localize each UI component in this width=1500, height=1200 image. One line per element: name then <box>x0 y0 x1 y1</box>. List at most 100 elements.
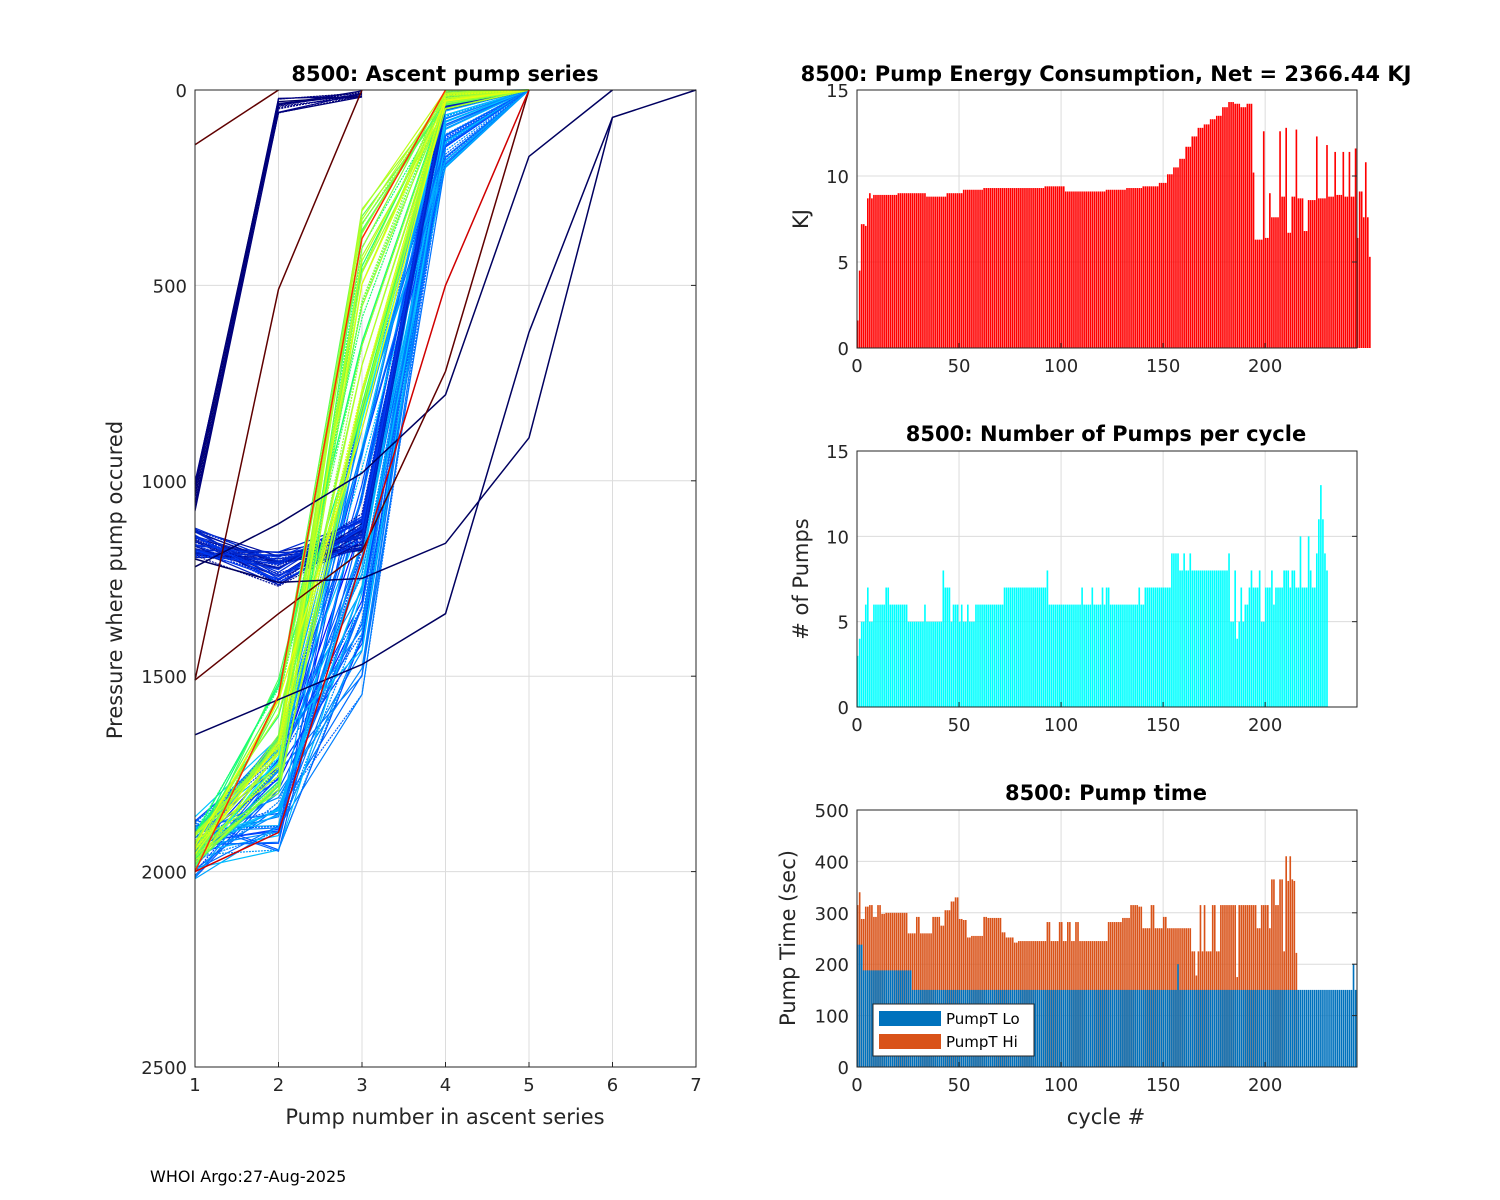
bar-lo <box>1158 989 1161 1067</box>
bar <box>1026 188 1028 348</box>
y-tick-label: 2500 <box>141 1058 187 1079</box>
bar-lo <box>1128 989 1130 1067</box>
bar <box>1242 107 1245 348</box>
bar <box>913 621 916 707</box>
bar-lo <box>1113 989 1116 1067</box>
bar <box>1271 217 1273 348</box>
bar <box>1254 587 1257 707</box>
tick-labels: 0 50 100 150 200 0 100 200 300 400 500 <box>815 801 1357 1096</box>
profile-line <box>194 89 530 850</box>
bar <box>1222 107 1224 348</box>
bar <box>1079 191 1081 348</box>
bar-lo <box>1091 989 1094 1067</box>
bar <box>1115 604 1118 707</box>
bar-lo <box>1324 989 1326 1067</box>
profile-line <box>194 89 363 681</box>
bar <box>956 193 959 348</box>
bar-hi <box>1264 905 1267 1067</box>
bar <box>1097 191 1100 348</box>
bar <box>1103 604 1106 707</box>
bar <box>885 587 887 707</box>
bar <box>971 621 973 707</box>
bar <box>1242 621 1245 707</box>
bar <box>1093 604 1096 707</box>
bar <box>1220 570 1222 707</box>
bar-lo <box>1122 989 1124 1067</box>
x-tick-label: 150 <box>1146 1075 1180 1096</box>
bar <box>1197 570 1200 707</box>
bar <box>877 194 879 348</box>
bar <box>1126 188 1128 348</box>
bar-lo <box>1189 989 1192 1067</box>
y-axis-label: Pump Time (sec) <box>776 850 800 1026</box>
bar <box>1050 604 1053 707</box>
bar <box>1189 553 1192 707</box>
x-tick-label: 3 <box>356 1075 367 1096</box>
bar <box>1154 587 1157 707</box>
bar-lo <box>1111 989 1114 1067</box>
bar-hi <box>1228 905 1230 1067</box>
bar <box>869 621 871 707</box>
bar <box>1036 587 1039 707</box>
bar <box>907 193 910 348</box>
bar <box>1097 604 1100 707</box>
bar <box>1275 587 1277 707</box>
bar-hi <box>948 910 951 1067</box>
pump-time-chart: 0 50 100 150 200 0 100 200 300 400 500 8500: Pump … <box>776 781 1358 1129</box>
bars <box>856 485 1328 707</box>
bar-hi <box>1220 905 1222 1067</box>
bar <box>977 189 979 348</box>
bar <box>1224 107 1226 348</box>
bar-lo <box>1038 989 1041 1067</box>
bar-lo <box>1062 989 1065 1067</box>
bar <box>871 621 873 707</box>
bar <box>1211 570 1214 707</box>
bar-lo <box>1181 989 1183 1067</box>
bar <box>958 193 961 348</box>
bar-lo <box>1285 989 1287 1067</box>
bar-lo <box>1071 989 1073 1067</box>
profile-line <box>194 89 530 845</box>
bar <box>1189 146 1192 348</box>
bar <box>922 193 924 348</box>
bar <box>1030 587 1032 707</box>
axes-box <box>856 450 1358 708</box>
bar-lo <box>1295 989 1298 1067</box>
bar <box>932 621 934 707</box>
bar <box>1050 186 1053 348</box>
bar <box>1007 188 1010 348</box>
profile-line <box>194 89 530 856</box>
bar <box>1301 587 1304 707</box>
bar <box>954 193 957 348</box>
bar-lo <box>1248 989 1251 1067</box>
bar-lo <box>864 970 867 1067</box>
bar-lo <box>862 970 865 1067</box>
bar <box>1042 587 1045 707</box>
bar <box>1042 188 1045 348</box>
bar <box>1258 239 1261 348</box>
bar-lo <box>1075 989 1077 1067</box>
bar-hi <box>1289 856 1292 1067</box>
bar <box>1236 638 1239 707</box>
bar-lo <box>1273 989 1275 1067</box>
bar <box>924 193 926 348</box>
bar <box>1226 570 1228 707</box>
bar <box>973 189 975 348</box>
y-axis-label: Pressure where pump occured <box>103 421 127 739</box>
profile-line <box>194 89 530 869</box>
bar-hi <box>1203 905 1206 1067</box>
bar <box>969 189 971 348</box>
bar <box>926 621 928 707</box>
bar <box>1056 604 1059 707</box>
bar-lo <box>1228 989 1230 1067</box>
bar <box>1234 570 1236 707</box>
bar <box>1038 188 1041 348</box>
bar <box>1120 604 1122 707</box>
bar-hi <box>956 897 959 1067</box>
chart-title: 8500: Pump time <box>1005 781 1207 805</box>
bar <box>1038 587 1041 707</box>
y-tick-label: 15 <box>826 81 849 102</box>
bar <box>1083 604 1085 707</box>
bar <box>873 604 875 707</box>
bar <box>1013 587 1016 707</box>
